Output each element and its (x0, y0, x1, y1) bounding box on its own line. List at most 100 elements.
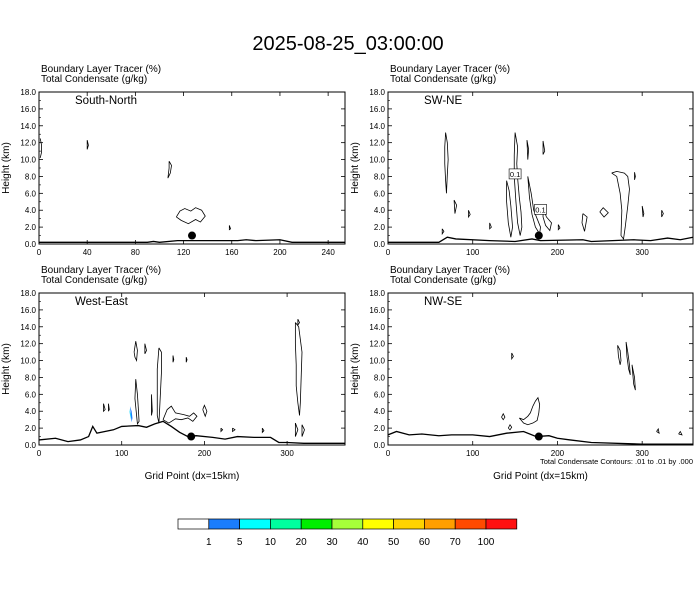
colorbar-label: 60 (419, 537, 431, 548)
condensate-contour (617, 345, 622, 365)
condensate-contour (661, 210, 664, 218)
y-tick-label: 14.0 (20, 122, 36, 131)
contour-label: 0.1 (510, 170, 520, 179)
contour-note: Total Condensate Contours: .01 to .01 by… (540, 457, 693, 466)
y-tick-label: 18.0 (369, 88, 385, 97)
y-tick-label: 18.0 (20, 88, 36, 97)
x-axis-title: Grid Point (dx=15km) (145, 471, 240, 482)
y-tick-label: 18.0 (369, 289, 385, 298)
panel-west-east: Boundary Layer Tracer (%)Total Condensat… (1, 265, 346, 482)
y-tick-label: 8.0 (25, 373, 37, 382)
y-tick-label: 0.0 (25, 441, 37, 450)
condensate-contour (542, 207, 552, 232)
terrain-profile (388, 236, 694, 243)
x-tick-label: 0 (386, 248, 391, 257)
panel-header-line2: Total Condensate (g/kg) (41, 275, 147, 286)
condensate-contour (468, 210, 471, 219)
panel-label: South-North (75, 95, 137, 107)
y-tick-label: 10.0 (369, 357, 385, 366)
y-tick-label: 6.0 (374, 189, 386, 198)
colorbar-swatch (424, 518, 456, 530)
x-tick-label: 100 (466, 248, 480, 257)
condensate-contour (167, 161, 172, 179)
colorbar-swatch (239, 518, 271, 530)
condensate-contour (542, 140, 546, 155)
y-tick-label: 0.0 (374, 441, 386, 450)
condensate-contour (557, 224, 561, 231)
tracer-shading (129, 408, 131, 420)
condensate-contour (501, 412, 506, 421)
colorbar-legend: 1 5 10 20 30 40 50 60 70 100 (177, 518, 518, 548)
contour-label: 0.1 (535, 205, 545, 214)
y-tick-label: 2.0 (374, 424, 386, 433)
y-tick-label: 6.0 (25, 189, 37, 198)
colorbar-label: 100 (478, 537, 495, 548)
y-tick-label: 8.0 (374, 172, 386, 181)
condensate-contour (86, 140, 89, 150)
condensate-contour (144, 343, 147, 354)
y-tick-label: 12.0 (20, 340, 36, 349)
y-tick-label: 12.0 (369, 340, 385, 349)
y-tick-label: 10.0 (20, 357, 36, 366)
x-tick-label: 300 (635, 449, 649, 458)
contour-label-box (534, 204, 547, 215)
y-tick-label: 18.0 (20, 289, 36, 298)
colorbar-label: 30 (326, 537, 338, 548)
x-tick-label: 200 (273, 248, 287, 257)
y-tick-label: 12.0 (20, 139, 36, 148)
x-tick-label: 40 (83, 248, 92, 257)
location-marker (534, 231, 543, 240)
x-tick-label: 300 (280, 449, 294, 458)
contour-label-box (508, 168, 522, 180)
condensate-contour (294, 422, 299, 437)
condensate-contour (134, 379, 140, 426)
condensate-contour (228, 225, 232, 231)
figure-title: 2025-08-25_03:00:00 (252, 33, 443, 55)
colorbar-label: 20 (296, 537, 308, 548)
panel-header-line1: Boundary Layer Tracer (%) (390, 64, 510, 75)
colorbar-label: 5 (237, 537, 243, 548)
colorbar-label: 70 (450, 537, 462, 548)
terrain-profile (387, 430, 693, 445)
y-tick-label: 10.0 (20, 156, 36, 165)
colorbar-swatch (485, 518, 518, 530)
condensate-contour (232, 427, 236, 433)
x-tick-label: 0 (37, 248, 42, 257)
condensate-contour (519, 396, 541, 426)
x-tick-label: 100 (466, 449, 480, 458)
condensate-contour (202, 404, 208, 418)
x-tick-label: 200 (198, 449, 212, 458)
condensate-contour (162, 405, 198, 424)
panel-label: SW-NE (424, 95, 462, 107)
panel-label: NW-SE (424, 296, 462, 308)
condensate-contour (103, 403, 106, 413)
y-tick-label: 4.0 (374, 206, 386, 215)
panel-header-line2: Total Condensate (g/kg) (390, 275, 496, 286)
plot-frame (38, 292, 346, 446)
panel-label: West-East (75, 296, 129, 308)
y-axis-title: Height (km) (1, 343, 12, 395)
condensate-contour (489, 222, 492, 230)
condensate-contour (526, 140, 530, 160)
panel-nw-se: Boundary Layer Tracer (%)Total Condensat… (350, 265, 694, 482)
colorbar-label: 1 (206, 537, 212, 548)
y-tick-label: 8.0 (25, 172, 37, 181)
y-tick-label: 8.0 (374, 373, 386, 382)
y-tick-label: 6.0 (25, 390, 37, 399)
y-tick-label: 10.0 (369, 156, 385, 165)
panel-sw-ne: Boundary Layer Tracer (%)Total Condensat… (350, 64, 694, 257)
condensate-contour (172, 355, 175, 363)
y-tick-label: 16.0 (369, 306, 385, 315)
condensate-contour (151, 394, 153, 416)
y-tick-label: 14.0 (20, 323, 36, 332)
y-tick-label: 16.0 (20, 306, 36, 315)
panel-header-line1: Boundary Layer Tracer (%) (41, 64, 161, 75)
colorbar-label: 10 (265, 537, 277, 548)
y-axis-title: Height (km) (350, 142, 361, 194)
y-tick-label: 4.0 (374, 407, 386, 416)
x-tick-label: 80 (131, 248, 140, 257)
condensate-contour (599, 207, 609, 218)
condensate-contour (441, 228, 445, 236)
condensate-contour (156, 347, 162, 424)
y-tick-label: 6.0 (374, 390, 386, 399)
